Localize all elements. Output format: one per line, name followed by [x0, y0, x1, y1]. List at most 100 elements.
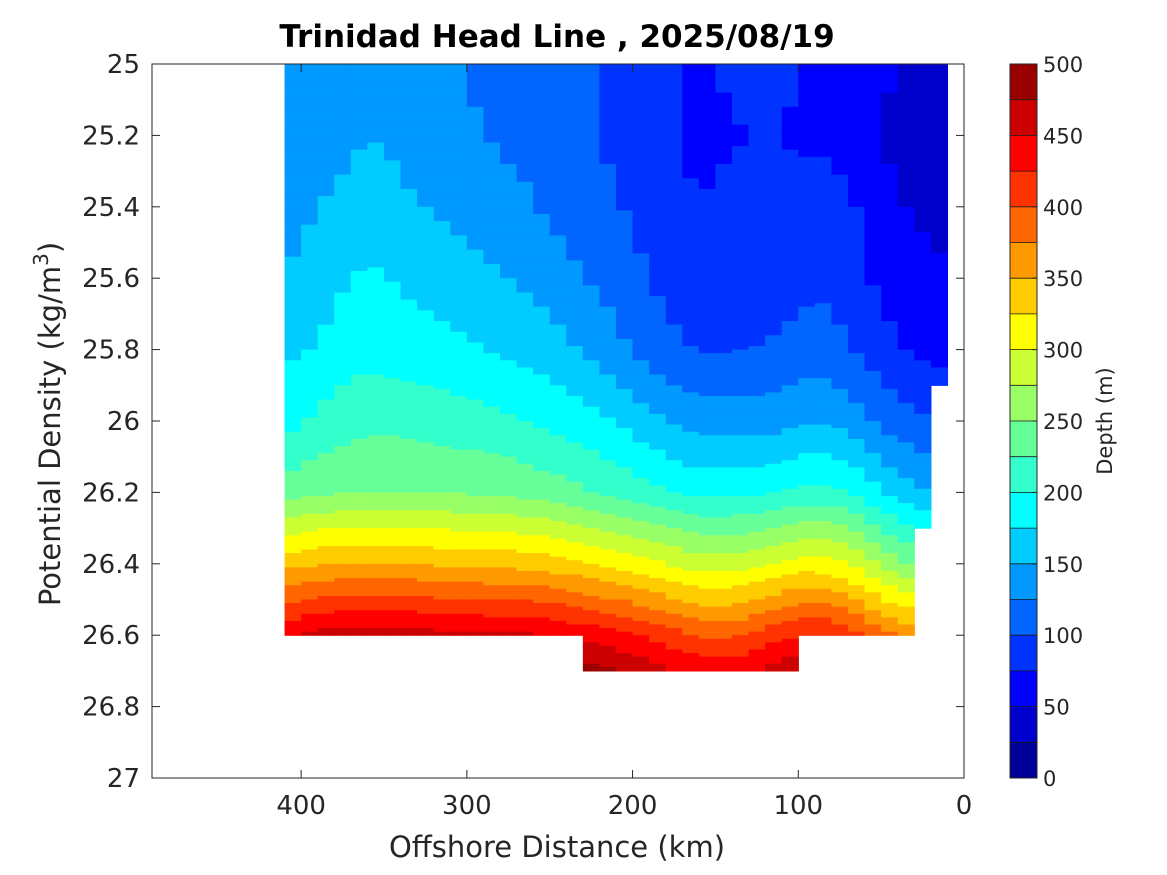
contour-cell [367, 363, 385, 369]
contour-cell [682, 213, 700, 219]
contour-cell [632, 321, 650, 326]
contour-cell [632, 74, 650, 79]
contour-cell [433, 463, 451, 469]
contour-cell [599, 92, 617, 97]
contour-cell [781, 149, 799, 154]
contour-cell [632, 592, 650, 597]
contour-cell [682, 567, 700, 572]
contour-cell [682, 392, 700, 397]
contour-cell [433, 338, 451, 344]
contour-cell [400, 531, 418, 536]
contour-cell [516, 331, 534, 336]
contour-cell [433, 528, 451, 533]
contour-cell [616, 342, 634, 347]
contour-cell [301, 296, 319, 301]
contour-cell [350, 106, 369, 112]
contour-cell [665, 449, 683, 454]
contour-cell [682, 417, 700, 422]
contour-cell [698, 353, 717, 358]
contour-cell [599, 206, 617, 211]
contour-cell [533, 360, 551, 365]
contour-cell [417, 196, 435, 201]
contour-cell [616, 592, 634, 597]
contour-cell [616, 260, 634, 265]
contour-cell [582, 156, 601, 161]
contour-cell [433, 517, 451, 522]
contour-cell [533, 531, 551, 536]
contour-cell [384, 517, 402, 522]
contour-cell [533, 246, 551, 251]
contour-cell [549, 424, 567, 429]
contour-cell [466, 449, 485, 454]
contour-cell [732, 263, 750, 269]
contour-cell [665, 456, 683, 461]
contour-cell [334, 242, 352, 247]
contour-cell [599, 403, 617, 408]
contour-cell [732, 356, 750, 361]
contour-cell [466, 381, 485, 386]
contour-cell [582, 560, 601, 565]
contour-cell [732, 481, 750, 486]
contour-cell [549, 613, 567, 618]
contour-cell [433, 246, 451, 251]
contour-cell [317, 324, 335, 329]
contour-cell [632, 231, 650, 236]
contour-cell [284, 488, 302, 493]
contour-cell [483, 388, 501, 394]
contour-cell [665, 428, 683, 433]
contour-cell [367, 528, 385, 533]
contour-cell [748, 595, 766, 601]
contour-cell [632, 560, 650, 565]
contour-cell [748, 642, 766, 647]
contour-cell [566, 570, 584, 576]
contour-cell [682, 371, 700, 376]
contour-cell [781, 221, 799, 226]
contour-cell [632, 210, 650, 215]
contour-cell [533, 538, 551, 543]
contour-cell [400, 556, 418, 561]
contour-cell [433, 128, 451, 133]
contour-cell [417, 188, 435, 194]
contour-cell [682, 413, 700, 419]
contour-cell [334, 396, 352, 401]
contour-cell [533, 142, 551, 147]
contour-cell [533, 503, 551, 508]
contour-cell [748, 281, 766, 286]
contour-cell [765, 292, 783, 297]
contour-cell [732, 256, 750, 261]
contour-cell [400, 449, 418, 454]
contour-cell [765, 613, 783, 618]
contour-cell [367, 356, 385, 361]
contour-cell [466, 74, 485, 79]
contour-cell [616, 163, 634, 169]
contour-cell [400, 492, 418, 497]
contour-cell [450, 160, 468, 165]
contour-cell [632, 460, 650, 465]
contour-cell [715, 324, 733, 329]
contour-cell [417, 478, 435, 483]
contour-cell [582, 421, 601, 426]
contour-cell [500, 531, 518, 536]
contour-cell [682, 306, 700, 311]
contour-cell [566, 417, 584, 422]
contour-cell [566, 138, 584, 144]
contour-cell [350, 110, 369, 115]
contour-cell [384, 560, 402, 565]
contour-cell [698, 196, 717, 201]
contour-cell [367, 317, 385, 322]
contour-cell [715, 360, 733, 365]
contour-cell [566, 453, 584, 458]
contour-cell [301, 438, 319, 444]
contour-cell [765, 221, 783, 226]
contour-cell [549, 538, 567, 543]
contour-cell [516, 542, 534, 547]
contour-cell [400, 592, 418, 597]
contour-cell [483, 528, 501, 533]
contour-cell [765, 524, 783, 529]
contour-cell [516, 174, 534, 179]
contour-cell [400, 588, 418, 593]
contour-cell [317, 549, 335, 554]
contour-cell [367, 445, 385, 451]
contour-cell [665, 99, 683, 104]
contour-cell [384, 124, 402, 129]
